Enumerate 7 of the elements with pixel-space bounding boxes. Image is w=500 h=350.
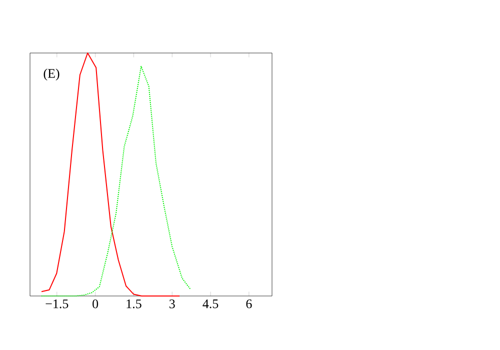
x-tick-label: 6 [246, 300, 252, 308]
x-tick-label: −1.5 [46, 300, 68, 308]
x-tick-label: 0 [92, 300, 98, 308]
x-tick-label: 4.5 [202, 300, 218, 308]
x-tick-label: 3 [170, 300, 175, 308]
x-tick-label: 1.5 [126, 300, 142, 308]
annotation: (E) [44, 68, 60, 80]
